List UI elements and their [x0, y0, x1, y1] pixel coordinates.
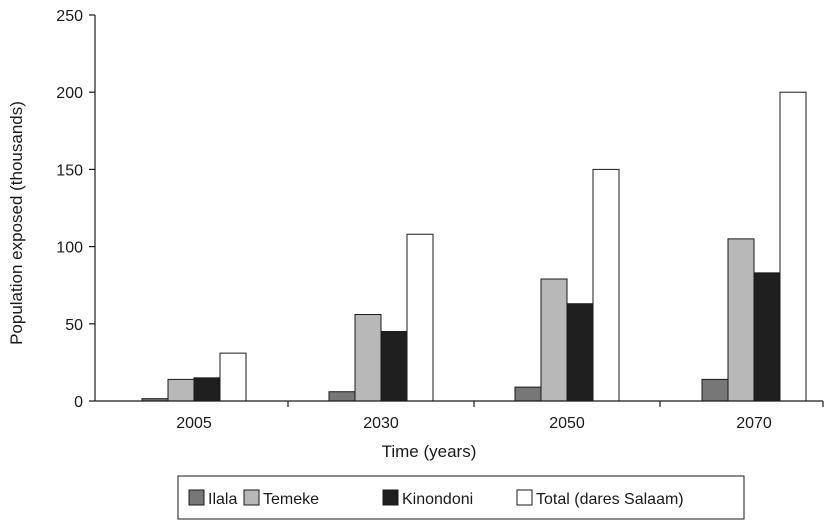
y-tick-label: 250 [56, 8, 83, 25]
x-axis-title: Time (years) [382, 442, 477, 461]
bar-total-2005 [219, 352, 247, 402]
bar-temeke-2030 [354, 314, 382, 402]
bar-total-2030 [406, 233, 434, 402]
y-tick-label: 0 [74, 394, 83, 411]
bar-kinondoni-2050 [566, 303, 594, 402]
bar-temeke-2050 [540, 278, 568, 402]
legend-items: Ilala Temeke Kinondoni Total (dares Salaam) [188, 489, 684, 508]
bar-kinondoni-2005 [193, 377, 221, 402]
legend-swatch [516, 489, 533, 506]
y-axis-title: Population exposed (thousands) [7, 101, 26, 345]
bar-temeke-2070 [727, 238, 755, 402]
x-tick-label: 2070 [736, 415, 772, 432]
legend-swatch [243, 489, 260, 506]
x-ticks-group: 2005 2030 2050 2070 [176, 401, 824, 432]
bar-ilala-2030 [328, 391, 356, 402]
legend-box [177, 475, 745, 520]
x-tick-label: 2005 [176, 415, 212, 432]
legend-label: Total (dares Salaam) [536, 491, 684, 508]
bar-ilala-2070 [701, 378, 729, 402]
y-tick-label: 150 [56, 162, 83, 179]
x-tick-label: 2050 [549, 415, 585, 432]
bar-ilala-2050 [514, 386, 542, 402]
y-ticks-group: 0 50 100 150 200 250 [56, 8, 95, 411]
legend-swatch [188, 489, 205, 506]
legend-label: Temeke [263, 491, 319, 508]
bars-group [141, 91, 807, 402]
legend-label: Kinondoni [402, 491, 473, 508]
legend-swatch [382, 489, 399, 506]
bar-total-2050 [592, 168, 620, 402]
legend-label: Ilala [208, 491, 237, 508]
y-tick-label: 50 [65, 317, 83, 334]
y-tick-label: 200 [56, 85, 83, 102]
bar-kinondoni-2030 [380, 331, 408, 402]
bar-total-2070 [779, 91, 807, 402]
bar-temeke-2005 [167, 378, 195, 402]
x-tick-label: 2030 [363, 415, 399, 432]
bar-kinondoni-2070 [753, 272, 781, 402]
legend: Ilala Temeke Kinondoni Total (dares Salaam) [177, 475, 745, 520]
y-tick-label: 100 [56, 240, 83, 257]
